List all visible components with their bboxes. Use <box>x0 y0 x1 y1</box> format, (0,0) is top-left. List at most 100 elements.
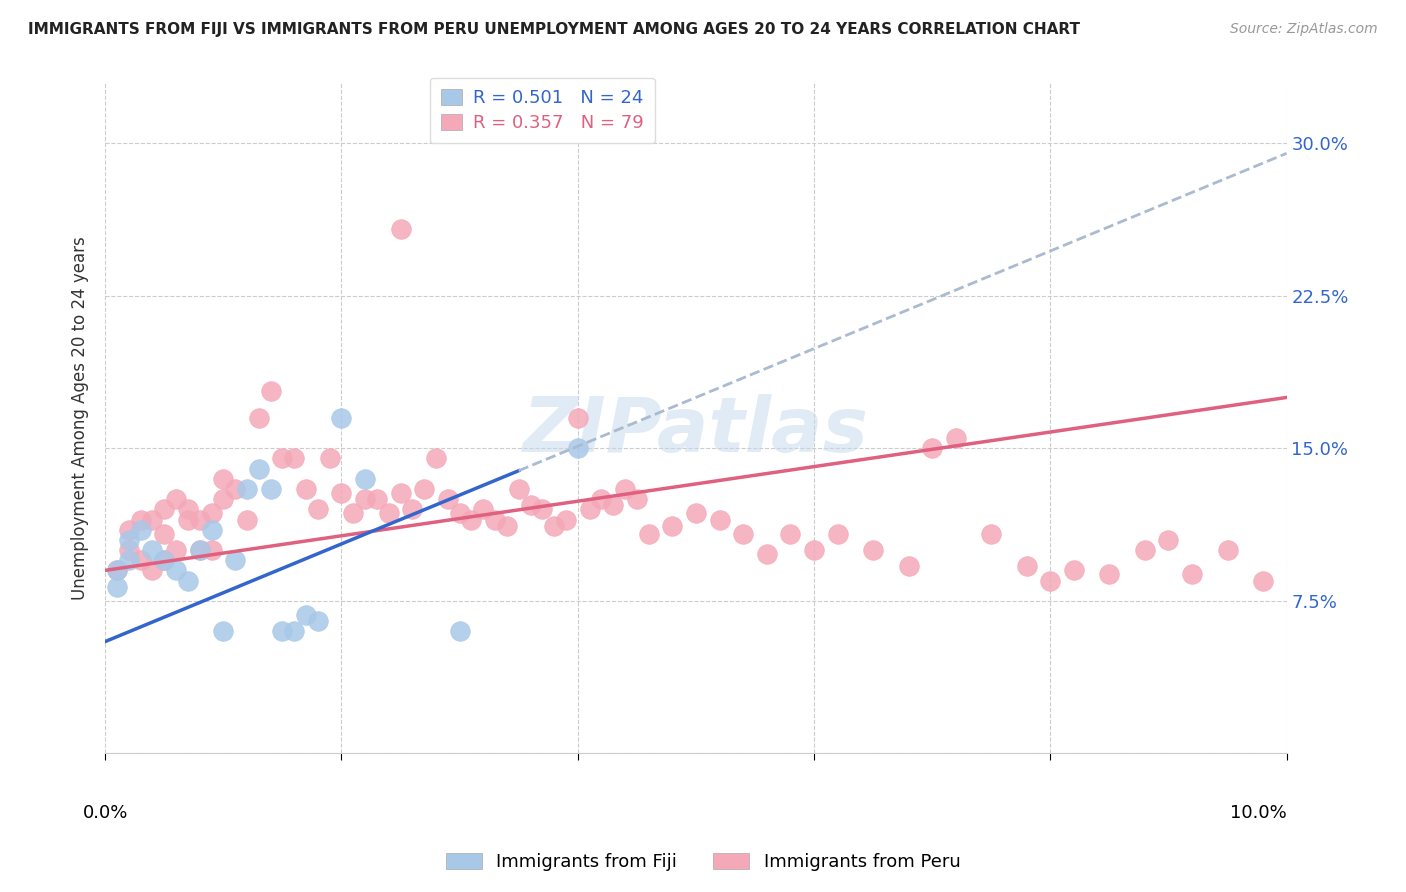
Point <box>141 512 163 526</box>
Point <box>224 553 246 567</box>
Point <box>531 502 554 516</box>
Point <box>188 543 211 558</box>
Point <box>212 472 235 486</box>
Legend: Immigrants from Fiji, Immigrants from Peru: Immigrants from Fiji, Immigrants from Pe… <box>439 846 967 879</box>
Point <box>980 526 1002 541</box>
Point <box>141 543 163 558</box>
Point <box>366 492 388 507</box>
Point <box>519 498 541 512</box>
Point <box>177 502 200 516</box>
Point <box>945 431 967 445</box>
Point <box>1216 543 1239 558</box>
Text: Source: ZipAtlas.com: Source: ZipAtlas.com <box>1230 22 1378 37</box>
Point <box>354 492 377 507</box>
Point <box>449 624 471 639</box>
Point <box>105 563 128 577</box>
Point <box>897 559 920 574</box>
Point <box>212 624 235 639</box>
Point <box>685 507 707 521</box>
Point <box>342 507 364 521</box>
Point <box>118 543 141 558</box>
Point <box>200 523 222 537</box>
Point <box>153 553 176 567</box>
Point <box>436 492 458 507</box>
Point <box>259 482 281 496</box>
Point <box>425 451 447 466</box>
Point <box>354 472 377 486</box>
Point <box>105 563 128 577</box>
Point <box>661 518 683 533</box>
Point <box>118 523 141 537</box>
Point <box>271 451 294 466</box>
Point <box>236 482 259 496</box>
Point <box>803 543 825 558</box>
Point <box>484 512 506 526</box>
Point <box>472 502 495 516</box>
Point <box>330 486 353 500</box>
Point <box>709 512 731 526</box>
Point <box>460 512 482 526</box>
Point <box>118 553 141 567</box>
Point <box>555 512 578 526</box>
Point <box>200 543 222 558</box>
Point <box>543 518 565 533</box>
Point <box>330 410 353 425</box>
Point <box>567 442 589 456</box>
Legend: R = 0.501   N = 24, R = 0.357   N = 79: R = 0.501 N = 24, R = 0.357 N = 79 <box>430 78 655 144</box>
Point <box>401 502 423 516</box>
Point <box>1181 567 1204 582</box>
Point <box>141 563 163 577</box>
Point <box>188 512 211 526</box>
Point <box>602 498 624 512</box>
Point <box>224 482 246 496</box>
Point <box>449 507 471 521</box>
Point <box>591 492 613 507</box>
Point <box>236 512 259 526</box>
Point <box>1063 563 1085 577</box>
Point <box>827 526 849 541</box>
Point <box>188 543 211 558</box>
Point <box>377 507 399 521</box>
Point <box>1039 574 1062 588</box>
Point <box>165 492 187 507</box>
Point <box>129 523 152 537</box>
Point <box>295 608 318 623</box>
Point <box>129 512 152 526</box>
Text: 0.0%: 0.0% <box>83 805 128 822</box>
Point <box>1098 567 1121 582</box>
Point <box>153 553 176 567</box>
Point <box>153 502 176 516</box>
Point <box>129 553 152 567</box>
Point <box>295 482 318 496</box>
Text: IMMIGRANTS FROM FIJI VS IMMIGRANTS FROM PERU UNEMPLOYMENT AMONG AGES 20 TO 24 YE: IMMIGRANTS FROM FIJI VS IMMIGRANTS FROM … <box>28 22 1080 37</box>
Point <box>165 563 187 577</box>
Point <box>567 410 589 425</box>
Point <box>307 614 329 628</box>
Point <box>247 410 270 425</box>
Point <box>271 624 294 639</box>
Point <box>1251 574 1274 588</box>
Point <box>283 451 305 466</box>
Point <box>247 461 270 475</box>
Point <box>212 492 235 507</box>
Point <box>259 384 281 399</box>
Point <box>508 482 530 496</box>
Point <box>733 526 755 541</box>
Point <box>626 492 648 507</box>
Point <box>177 512 200 526</box>
Point <box>307 502 329 516</box>
Y-axis label: Unemployment Among Ages 20 to 24 years: Unemployment Among Ages 20 to 24 years <box>72 235 89 599</box>
Point <box>165 543 187 558</box>
Point <box>1157 533 1180 547</box>
Point <box>118 533 141 547</box>
Point <box>921 442 943 456</box>
Point <box>200 507 222 521</box>
Text: 10.0%: 10.0% <box>1230 805 1286 822</box>
Point <box>413 482 436 496</box>
Point <box>283 624 305 639</box>
Point <box>637 526 659 541</box>
Point <box>389 486 412 500</box>
Text: ZIPatlas: ZIPatlas <box>523 394 869 468</box>
Point <box>318 451 340 466</box>
Point <box>578 502 600 516</box>
